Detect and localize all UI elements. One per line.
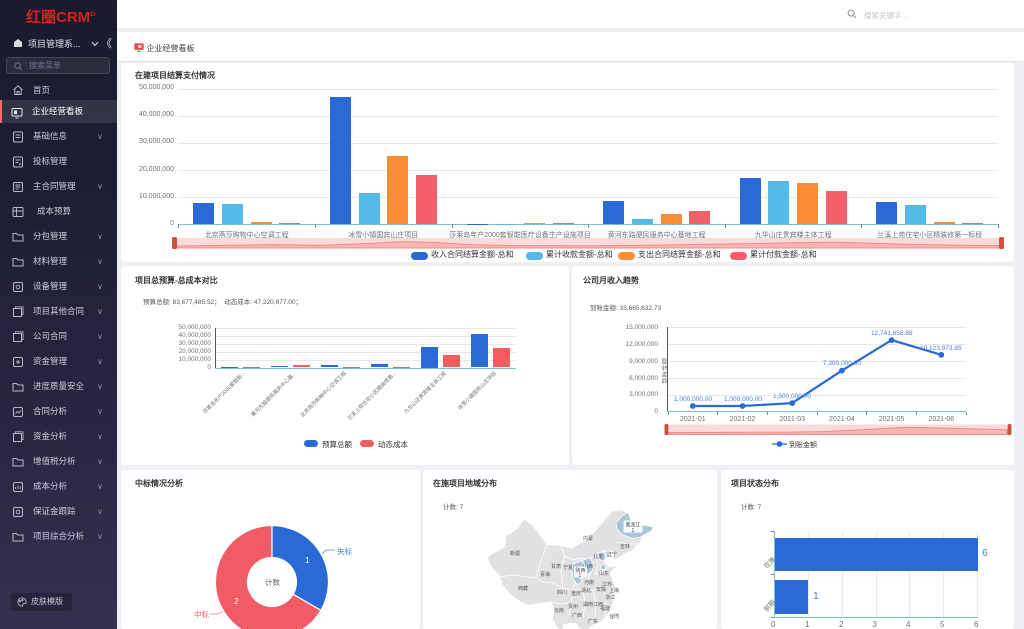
svg-text:浙江: 浙江 bbox=[605, 594, 615, 601]
svg-text:湖南: 湖南 bbox=[583, 601, 593, 608]
svg-text:1: 1 bbox=[632, 528, 635, 534]
svg-text:江西: 江西 bbox=[593, 601, 603, 608]
svg-text:内蒙: 内蒙 bbox=[583, 535, 593, 542]
svg-text:甘肃: 甘肃 bbox=[551, 563, 561, 570]
svg-text:辽宁: 辽宁 bbox=[607, 551, 617, 558]
svg-text:西藏: 西藏 bbox=[518, 585, 528, 592]
svg-text:上海: 上海 bbox=[609, 587, 619, 594]
svg-text:广西: 广西 bbox=[572, 612, 582, 619]
svg-text:1: 1 bbox=[579, 573, 582, 579]
svg-text:黑龙江: 黑龙江 bbox=[626, 522, 641, 529]
svg-text:贵州: 贵州 bbox=[568, 603, 578, 610]
svg-text:山西: 山西 bbox=[583, 563, 593, 570]
svg-text:青海: 青海 bbox=[540, 571, 550, 578]
svg-text:2: 2 bbox=[234, 597, 239, 606]
svg-text:山东: 山东 bbox=[599, 570, 609, 577]
svg-text:1: 1 bbox=[305, 556, 310, 565]
svg-text:安徽: 安徽 bbox=[596, 586, 606, 593]
svg-text:陕西: 陕西 bbox=[576, 567, 586, 574]
svg-text:宁夏: 宁夏 bbox=[563, 564, 573, 571]
svg-text:广东: 广东 bbox=[588, 618, 598, 625]
svg-text:云南: 云南 bbox=[554, 607, 564, 614]
svg-text:新疆: 新疆 bbox=[510, 550, 520, 557]
svg-text:吉林: 吉林 bbox=[620, 543, 630, 550]
svg-text:台湾: 台湾 bbox=[609, 613, 619, 620]
svg-text:中标: 中标 bbox=[194, 609, 209, 619]
svg-text:江苏: 江苏 bbox=[602, 581, 612, 588]
svg-text:四川: 四川 bbox=[557, 590, 567, 596]
svg-text:重庆: 重庆 bbox=[571, 590, 581, 597]
svg-text:计数: 计数 bbox=[265, 577, 280, 587]
svg-text:北京: 北京 bbox=[593, 553, 603, 560]
svg-text:湖北: 湖北 bbox=[581, 587, 591, 594]
svg-text:福建: 福建 bbox=[600, 605, 610, 612]
svg-text:失标: 失标 bbox=[337, 546, 352, 556]
svg-text:河南: 河南 bbox=[584, 579, 594, 586]
